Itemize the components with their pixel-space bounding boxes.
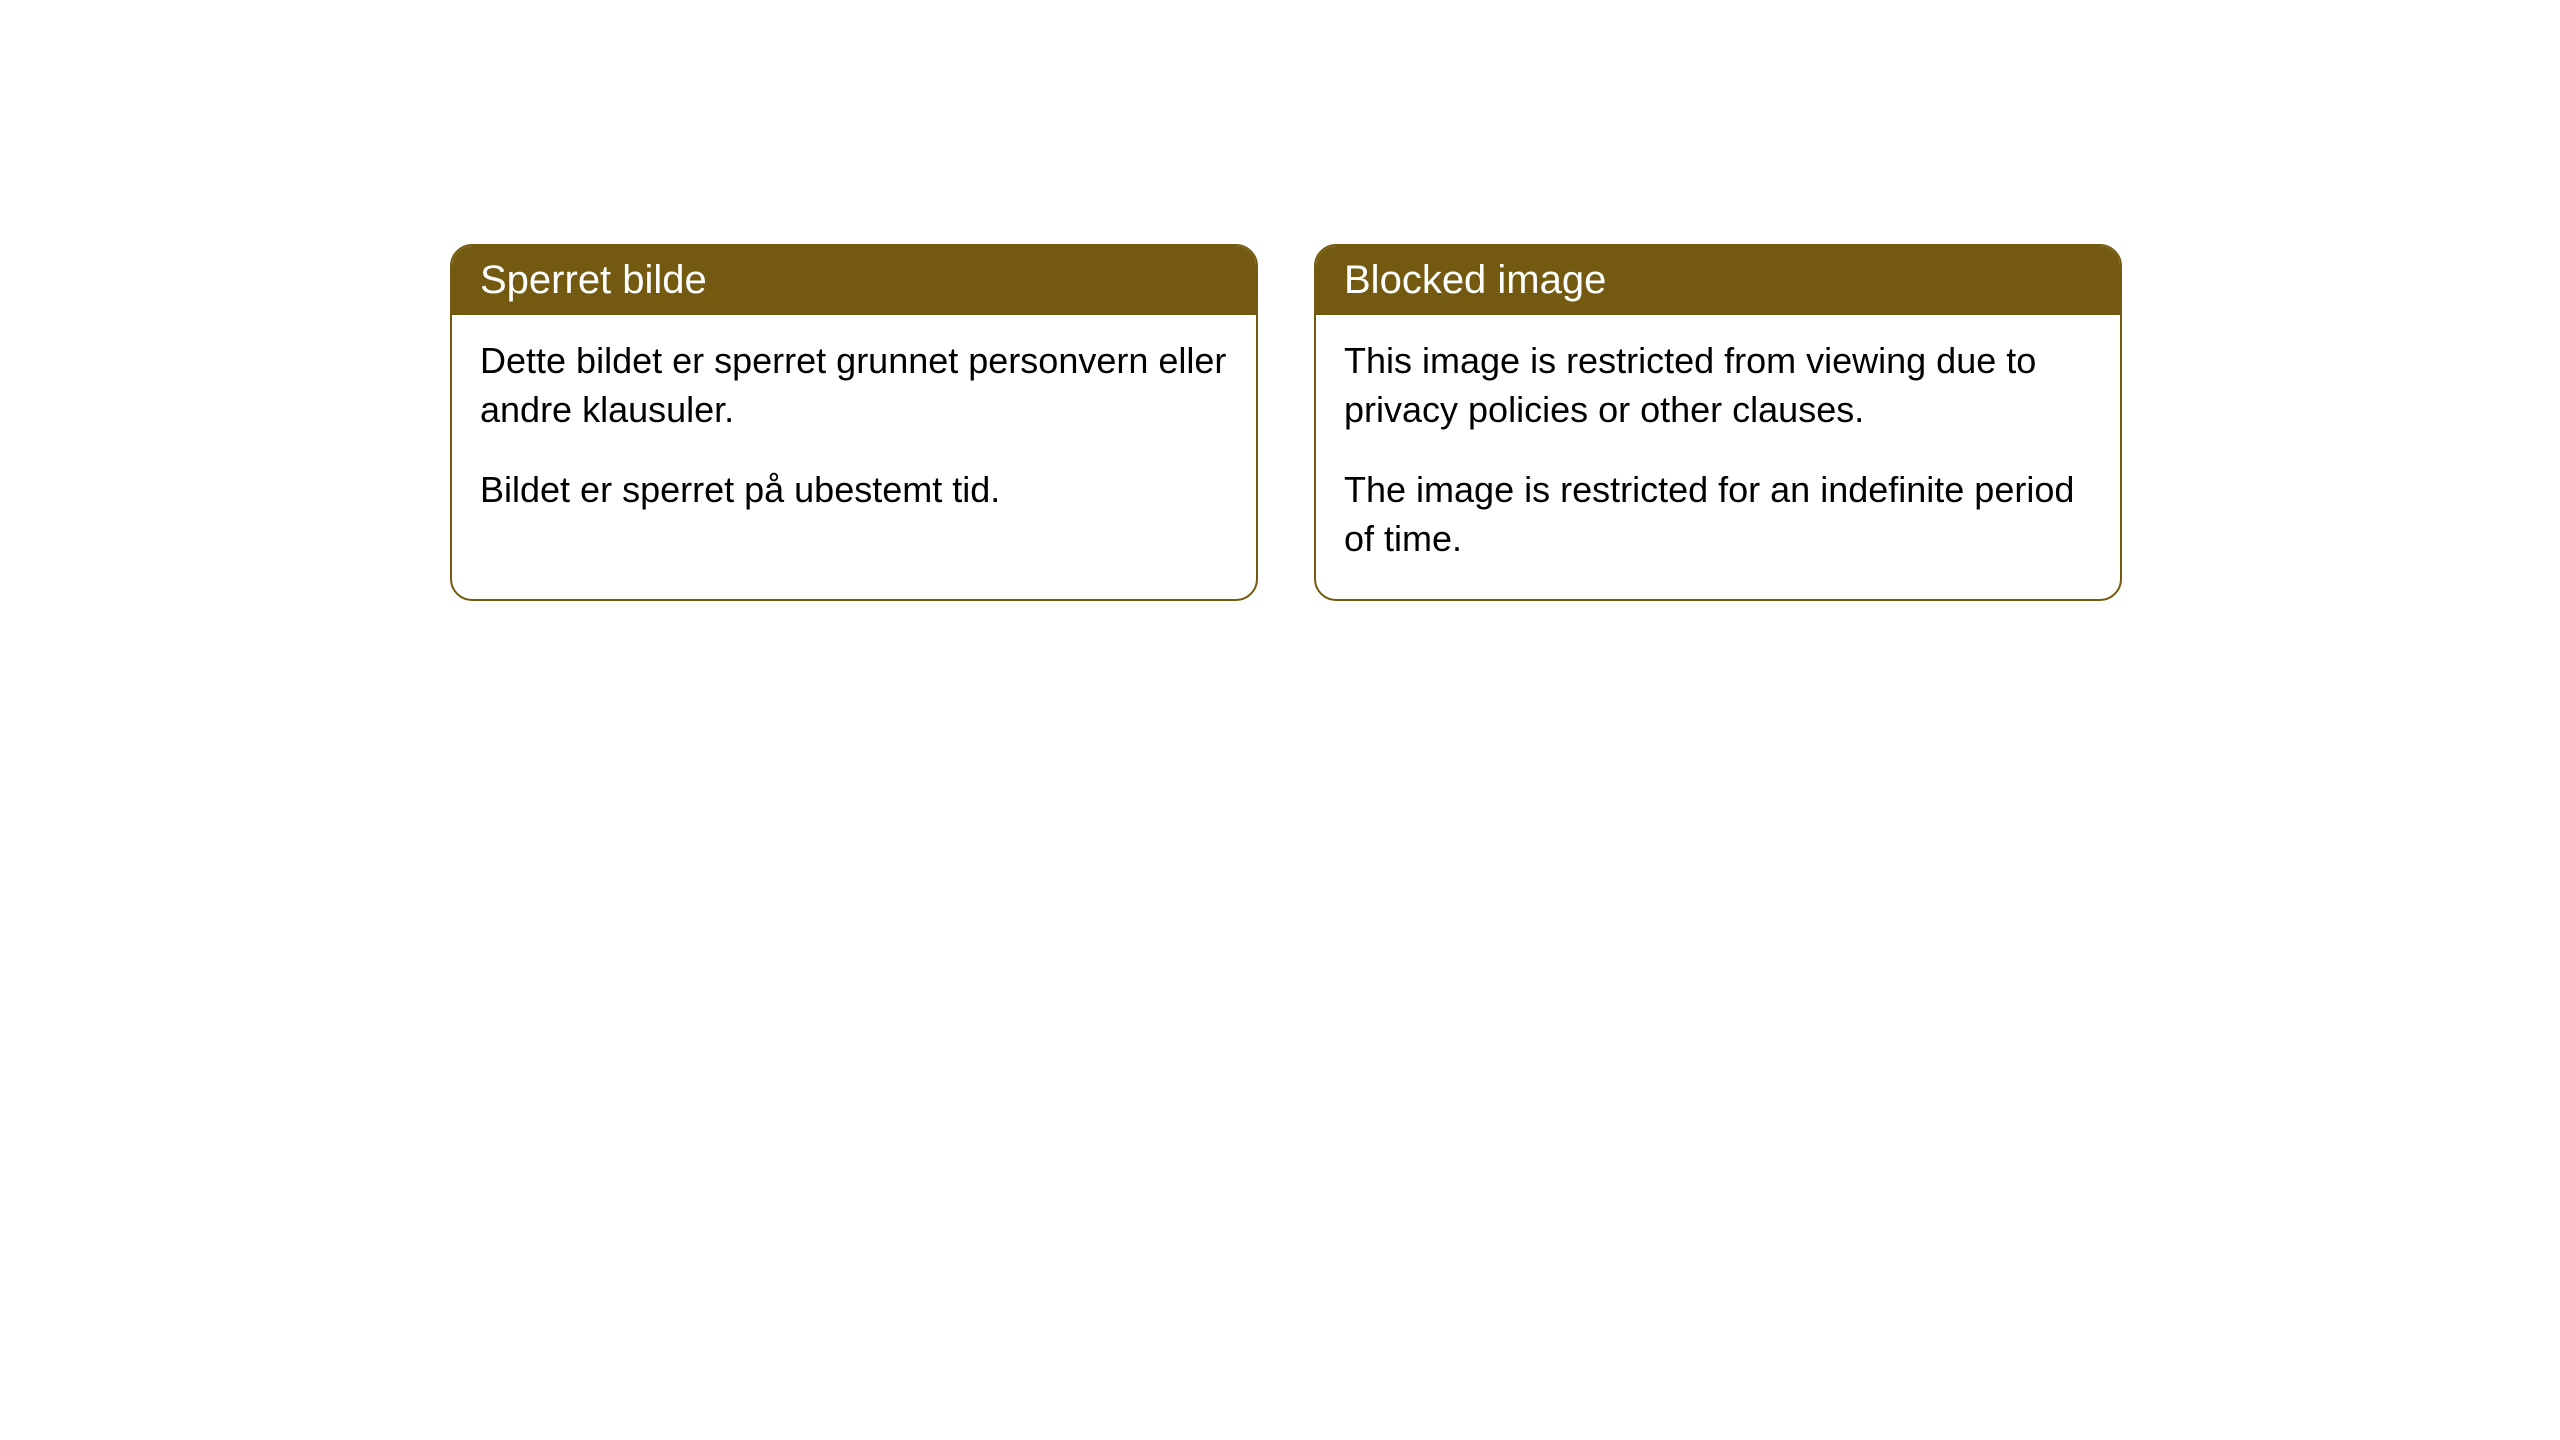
- card-title: Blocked image: [1344, 258, 1606, 302]
- notice-card-norwegian: Sperret bilde Dette bildet er sperret gr…: [450, 244, 1258, 601]
- card-body: Dette bildet er sperret grunnet personve…: [452, 315, 1256, 551]
- card-header: Sperret bilde: [452, 246, 1256, 315]
- notice-cards-container: Sperret bilde Dette bildet er sperret gr…: [450, 244, 2122, 601]
- card-paragraph-1: Dette bildet er sperret grunnet personve…: [480, 337, 1228, 434]
- card-paragraph-2: Bildet er sperret på ubestemt tid.: [480, 466, 1228, 515]
- card-body: This image is restricted from viewing du…: [1316, 315, 2120, 599]
- card-title: Sperret bilde: [480, 258, 707, 302]
- notice-card-english: Blocked image This image is restricted f…: [1314, 244, 2122, 601]
- card-header: Blocked image: [1316, 246, 2120, 315]
- card-paragraph-1: This image is restricted from viewing du…: [1344, 337, 2092, 434]
- card-paragraph-2: The image is restricted for an indefinit…: [1344, 466, 2092, 563]
